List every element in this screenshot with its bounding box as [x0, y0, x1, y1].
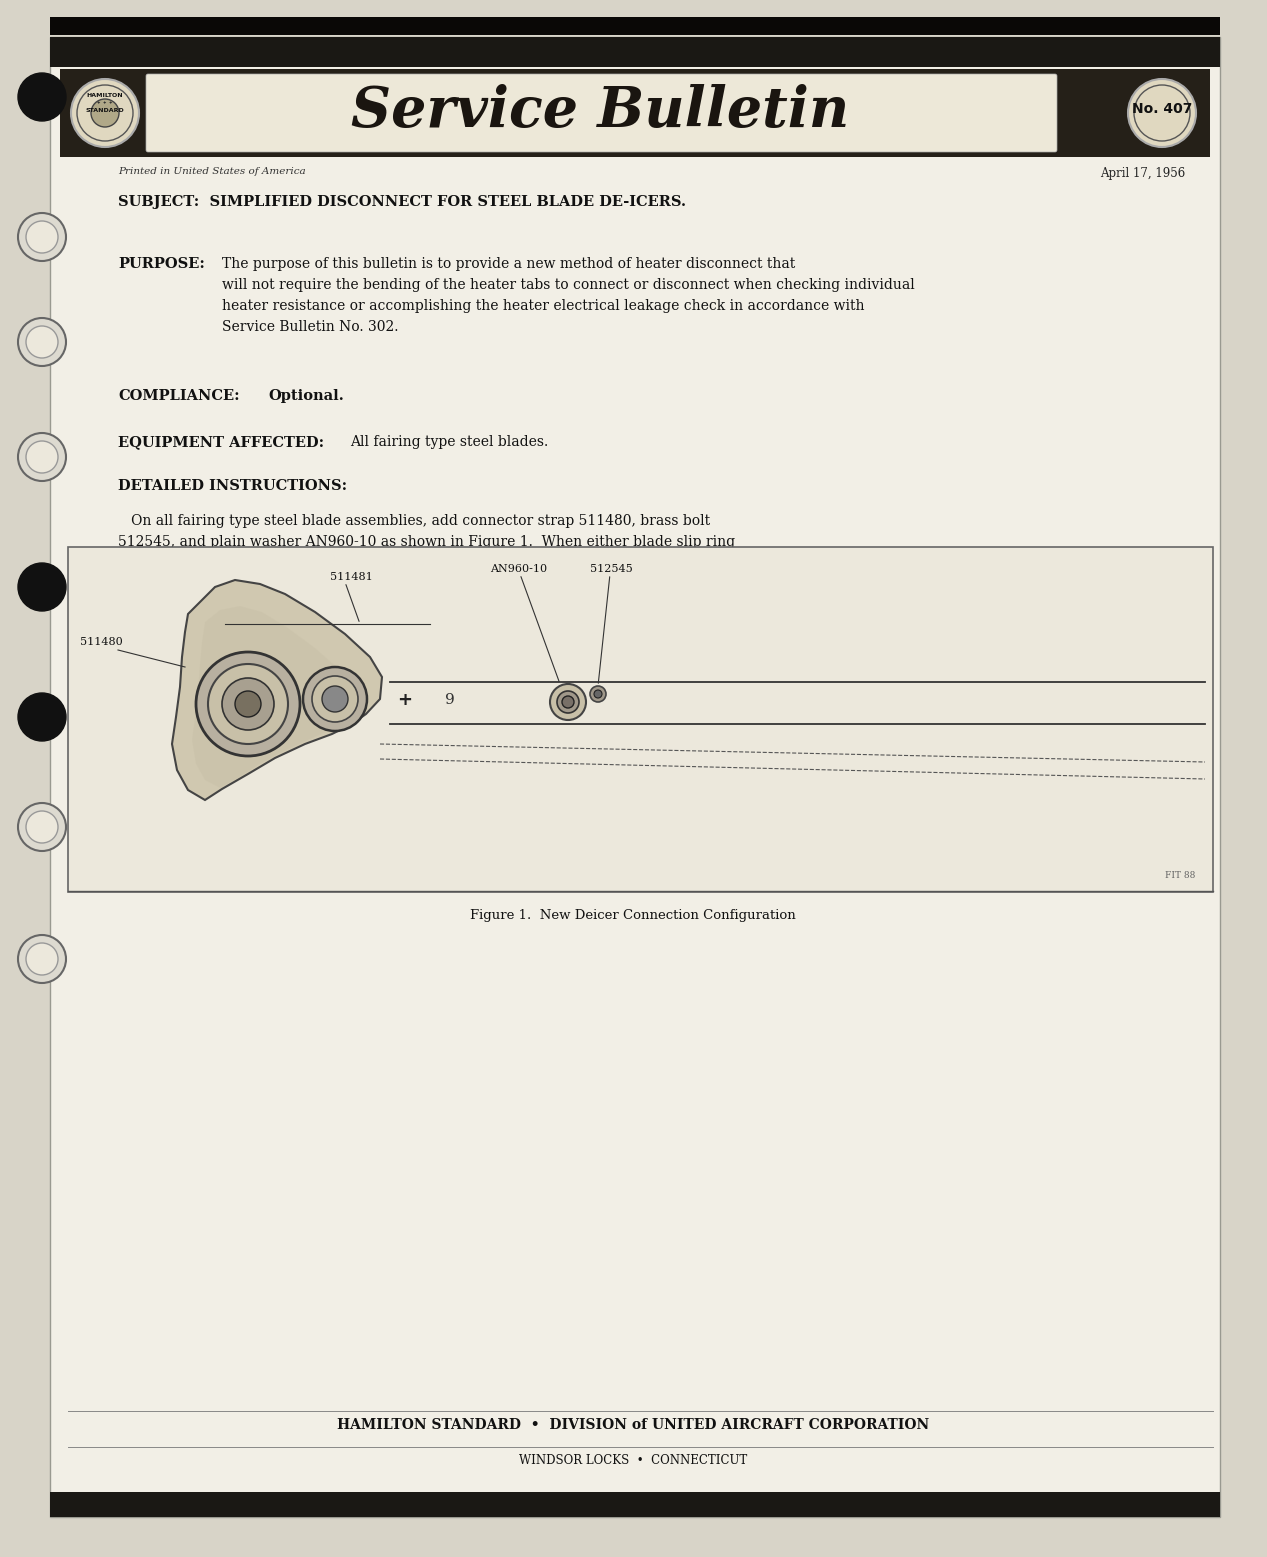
Text: 512545: 512545	[590, 564, 632, 575]
Circle shape	[594, 690, 602, 698]
Polygon shape	[193, 606, 360, 788]
Text: 511481: 511481	[329, 571, 372, 582]
FancyBboxPatch shape	[68, 547, 1213, 892]
Text: April 17, 1956: April 17, 1956	[1100, 167, 1185, 181]
Text: HAMILTON: HAMILTON	[86, 92, 123, 98]
Circle shape	[312, 676, 359, 722]
Circle shape	[550, 684, 587, 719]
Text: Optional.: Optional.	[269, 389, 343, 403]
Circle shape	[563, 696, 574, 708]
Text: 9: 9	[445, 693, 455, 707]
Circle shape	[27, 325, 58, 358]
Circle shape	[18, 803, 66, 852]
Circle shape	[27, 221, 58, 252]
FancyBboxPatch shape	[146, 75, 1057, 153]
Circle shape	[196, 652, 300, 757]
Text: STANDARD: STANDARD	[86, 107, 124, 112]
Text: PURPOSE:: PURPOSE:	[118, 257, 205, 271]
Circle shape	[91, 100, 119, 128]
Circle shape	[208, 663, 288, 744]
Text: EQUIPMENT AFFECTED:: EQUIPMENT AFFECTED:	[118, 434, 324, 448]
Circle shape	[18, 936, 66, 982]
Circle shape	[222, 677, 274, 730]
Text: FIT 88: FIT 88	[1164, 870, 1195, 880]
Circle shape	[71, 79, 139, 146]
Text: ✦  ✦  ✦: ✦ ✦ ✦	[98, 101, 113, 104]
Text: No. 407: No. 407	[1131, 103, 1192, 117]
Text: HAMILTON STANDARD  •  DIVISION of UNITED AIRCRAFT CORPORATION: HAMILTON STANDARD • DIVISION of UNITED A…	[337, 1418, 929, 1432]
Circle shape	[18, 213, 66, 262]
Circle shape	[1128, 79, 1196, 146]
Text: Figure 1.  New Deicer Connection Configuration: Figure 1. New Deicer Connection Configur…	[470, 909, 796, 922]
Circle shape	[27, 811, 58, 842]
Circle shape	[18, 318, 66, 366]
Circle shape	[27, 944, 58, 975]
Text: SUBJECT:  SIMPLIFIED DISCONNECT FOR STEEL BLADE DE-ICERS.: SUBJECT: SIMPLIFIED DISCONNECT FOR STEEL…	[118, 195, 685, 209]
Circle shape	[27, 441, 58, 473]
Text: COMPLIANCE:: COMPLIANCE:	[118, 389, 239, 403]
Text: All fairing type steel blades.: All fairing type steel blades.	[350, 434, 549, 448]
Circle shape	[322, 687, 348, 712]
Text: Printed in United States of America: Printed in United States of America	[118, 167, 305, 176]
Text: On all fairing type steel blade assemblies, add connector strap 511480, brass bo: On all fairing type steel blade assembli…	[118, 514, 779, 613]
Circle shape	[18, 73, 66, 121]
Circle shape	[590, 687, 606, 702]
Text: DETAILED INSTRUCTIONS:: DETAILED INSTRUCTIONS:	[118, 480, 347, 494]
Text: +: +	[398, 691, 413, 708]
Text: AN960-10: AN960-10	[490, 564, 547, 575]
Polygon shape	[49, 17, 1220, 34]
Circle shape	[557, 691, 579, 713]
Text: Service Bulletin: Service Bulletin	[351, 84, 849, 139]
Circle shape	[18, 433, 66, 481]
Polygon shape	[49, 1492, 1220, 1517]
Polygon shape	[49, 37, 1220, 67]
Text: WINDSOR LOCKS  •  CONNECTICUT: WINDSOR LOCKS • CONNECTICUT	[519, 1454, 748, 1468]
Circle shape	[18, 564, 66, 610]
FancyBboxPatch shape	[49, 37, 1220, 1517]
Circle shape	[303, 666, 367, 730]
Circle shape	[234, 691, 261, 718]
Text: The purpose of this bulletin is to provide a new method of heater disconnect tha: The purpose of this bulletin is to provi…	[222, 257, 915, 335]
FancyBboxPatch shape	[60, 69, 1210, 157]
Text: 511480: 511480	[80, 637, 123, 648]
Circle shape	[18, 693, 66, 741]
Polygon shape	[172, 581, 381, 800]
